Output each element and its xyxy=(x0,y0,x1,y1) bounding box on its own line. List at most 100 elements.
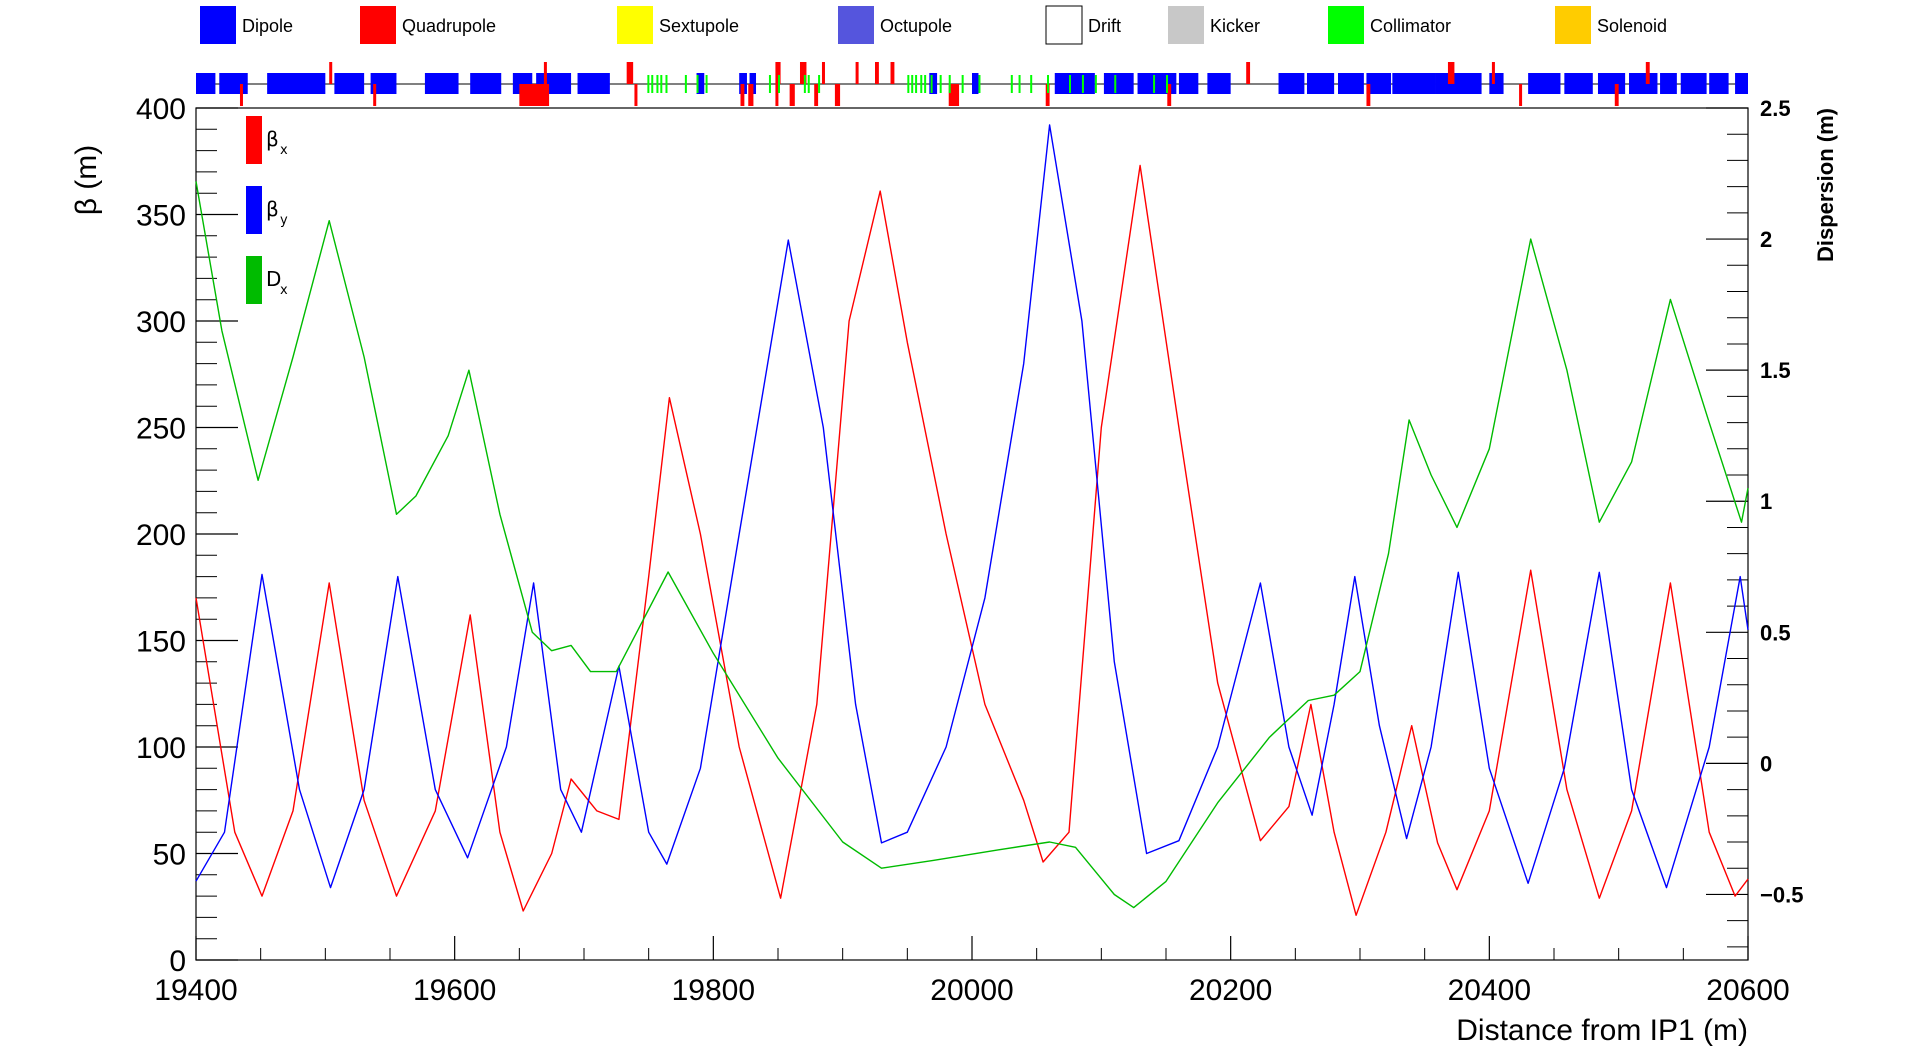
lattice-dipole xyxy=(196,73,216,94)
lattice-collimator xyxy=(656,75,659,93)
lattice-dipole xyxy=(1309,73,1335,94)
x-axis-title: Distance from IP1 (m) xyxy=(1456,1014,1748,1047)
legend-label-sextupole: Sextupole xyxy=(659,16,739,36)
lattice-collimator xyxy=(651,75,654,93)
series-legend-symbol: D xyxy=(266,267,281,291)
lattice-dipole xyxy=(1178,73,1199,94)
plot-area-border xyxy=(195,107,1749,961)
lattice-quadrupole xyxy=(1447,62,1455,84)
lattice-dipole xyxy=(1392,73,1406,94)
x-tick-label: 19400 xyxy=(154,974,237,1007)
legend-swatch-octupole xyxy=(838,6,874,44)
lattice-collimator xyxy=(684,75,687,93)
lattice-dipole xyxy=(1735,73,1748,94)
lattice-dipole xyxy=(370,73,397,94)
lattice-collimator xyxy=(1047,75,1050,93)
lattice-collimator xyxy=(1010,75,1013,93)
legend-label-quadrupole: Quadrupole xyxy=(402,16,496,36)
legend-label-drift: Drift xyxy=(1088,16,1121,36)
lattice-collimator xyxy=(1114,75,1117,93)
series-legend-symbol: β xyxy=(266,127,279,151)
lattice-dipole xyxy=(1597,73,1626,94)
lattice-collimator xyxy=(803,75,806,93)
lattice-dipole xyxy=(1278,73,1305,94)
lattice-collimator xyxy=(768,75,771,93)
lattice-dipole xyxy=(1409,73,1432,94)
lattice-quadrupole xyxy=(1246,62,1251,84)
y-tick-label: 250 xyxy=(136,413,186,446)
legend-label-solenoid: Solenoid xyxy=(1597,16,1667,36)
lattice-collimator xyxy=(939,75,942,93)
legend-swatch-dipole xyxy=(200,6,236,44)
lattice-dipole xyxy=(219,73,248,94)
lattice-quadrupole xyxy=(239,84,243,106)
series-legend-swatch xyxy=(246,116,262,164)
lattice-dipole xyxy=(1564,73,1593,94)
lattice-quadrupole xyxy=(740,84,745,106)
lattice-dipole xyxy=(1680,73,1707,94)
y-tick-label: 50 xyxy=(153,839,186,872)
lattice-quadrupole xyxy=(329,62,333,84)
series-line-βx xyxy=(195,164,1749,916)
lattice-quadrupole xyxy=(1491,62,1495,84)
legend-label-octupole: Octupole xyxy=(880,16,952,36)
lattice-quadrupole xyxy=(1519,84,1523,106)
lattice-quadrupole xyxy=(543,62,547,84)
series-lines xyxy=(195,124,1749,916)
series-legend-swatch xyxy=(246,186,262,234)
lattice-collimator xyxy=(1018,75,1021,93)
lattice-quadrupole xyxy=(821,62,825,84)
lattice-collimator xyxy=(1069,75,1071,93)
lattice-collimator xyxy=(647,75,650,93)
y-tick-label: 150 xyxy=(136,626,186,659)
series-legend-symbol: β xyxy=(266,197,279,221)
lattice-quadrupole xyxy=(1045,84,1050,106)
lattice-dipole xyxy=(739,73,747,94)
x-tick-label: 20200 xyxy=(1189,974,1272,1007)
lattice-quadrupole xyxy=(789,84,795,106)
legend-swatch-drift xyxy=(1045,5,1083,45)
legend-label-collimator: Collimator xyxy=(1370,16,1451,36)
y-tick-label: 0 xyxy=(169,945,186,978)
lattice-dipole xyxy=(749,73,757,94)
lattice-collimator xyxy=(660,75,663,93)
lattice-collimator xyxy=(911,75,914,93)
lattice-quadrupole xyxy=(1167,84,1172,106)
y-tick-label: 300 xyxy=(136,306,186,339)
x-tick-label: 19600 xyxy=(413,974,496,1007)
lattice-collimator xyxy=(920,75,923,93)
legend-swatch-collimator xyxy=(1328,6,1364,44)
lattice-dipole xyxy=(1207,73,1231,94)
lattice-collimator xyxy=(948,75,951,93)
lattice-quadrupole xyxy=(1614,84,1619,106)
y-axis-title: β (m) xyxy=(70,145,103,216)
lattice-dipole xyxy=(1660,73,1677,94)
lattice-collimator xyxy=(1153,75,1156,93)
lattice-quadrupole xyxy=(890,62,895,84)
y2-tick-label: 1 xyxy=(1760,489,1772,514)
x-tick-label: 20600 xyxy=(1706,974,1789,1007)
lattice-quadrupole xyxy=(626,62,634,84)
lattice-quadrupole xyxy=(948,84,960,106)
lattice-dipole xyxy=(696,73,705,94)
lattice-dipole xyxy=(1054,73,1095,94)
x-tick-label: 20000 xyxy=(930,974,1013,1007)
series-legend-swatch xyxy=(246,256,262,304)
lattice-quadrupole xyxy=(634,84,638,106)
y2-tick-label: 1.5 xyxy=(1760,358,1791,383)
lattice-dipole xyxy=(1338,73,1363,94)
y2-tick-label: 0 xyxy=(1760,751,1772,776)
lattice-quadrupole xyxy=(814,84,819,106)
element-type-legend: Dipole Quadrupole Sextupole Octupole Drift Ki… xyxy=(200,5,1667,45)
lattice-quadrupole xyxy=(799,62,807,84)
lattice-dipole xyxy=(267,73,326,94)
lattice-collimator xyxy=(915,75,918,93)
legend-swatch-sextupole xyxy=(617,6,653,44)
plot-frame: 0 50 100 150 200 250 300 350 400 19400 19600 19800 2… xyxy=(136,93,1804,1007)
legend-label-kicker: Kicker xyxy=(1210,16,1260,36)
legend-swatch-kicker xyxy=(1168,6,1204,44)
lattice-collimator xyxy=(978,75,981,93)
lattice-quadrupole xyxy=(1366,84,1371,106)
lattice-dipole xyxy=(972,73,979,94)
